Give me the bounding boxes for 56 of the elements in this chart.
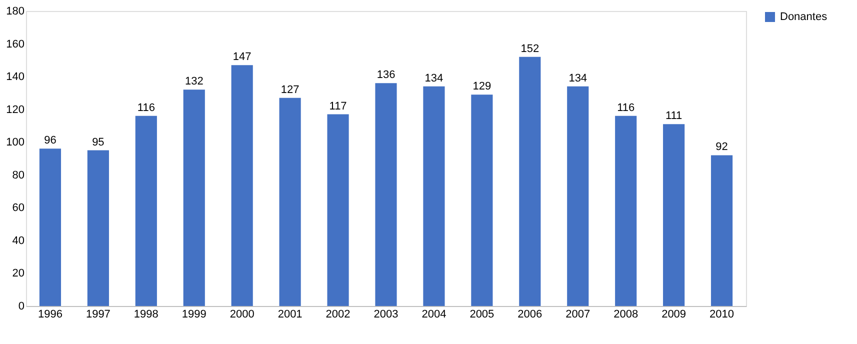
data-label: 116 xyxy=(617,102,635,114)
data-label: 92 xyxy=(716,141,728,154)
y-tick-label: 60 xyxy=(12,202,24,214)
y-tick-label: 40 xyxy=(12,234,24,247)
bar xyxy=(710,155,733,306)
legend-label: Donantes xyxy=(780,11,828,23)
data-label: 96 xyxy=(44,134,56,147)
bar xyxy=(135,116,157,306)
data-label: 129 xyxy=(472,80,492,93)
y-tick-label: 180 xyxy=(6,6,24,18)
x-tick-label: 2004 xyxy=(422,308,446,320)
x-tick-label: 1998 xyxy=(134,308,158,320)
bar xyxy=(567,86,589,306)
bar xyxy=(375,83,397,306)
y-tick-label: 80 xyxy=(12,169,24,182)
bar xyxy=(471,94,493,306)
y-tick-label: 20 xyxy=(12,268,24,280)
x-tick-label: 2006 xyxy=(518,308,542,320)
data-label: 117 xyxy=(329,100,347,112)
x-tick-label: 2002 xyxy=(326,308,350,320)
data-label: 116 xyxy=(137,102,155,114)
x-tick-label: 1996 xyxy=(38,308,62,320)
y-tick-label: 120 xyxy=(6,104,24,116)
y-tick-label: 160 xyxy=(6,38,24,50)
data-label: 134 xyxy=(568,72,588,84)
data-label: 95 xyxy=(92,136,104,148)
x-tick-label: 2008 xyxy=(614,308,638,320)
x-tick-label: 1999 xyxy=(182,308,206,320)
x-tick-label: 2005 xyxy=(470,308,494,320)
x-tick-label: 2007 xyxy=(566,308,590,320)
y-tick-label: 100 xyxy=(6,136,24,149)
x-tick-label: 2010 xyxy=(710,308,734,320)
bar xyxy=(279,98,301,306)
x-tick-label: 1997 xyxy=(86,308,110,320)
bar xyxy=(327,114,349,306)
data-label: 111 xyxy=(665,110,682,122)
x-tick-label: 2001 xyxy=(278,308,302,320)
bar xyxy=(87,150,109,306)
bar xyxy=(231,65,253,306)
x-tick-label: 2000 xyxy=(230,308,254,320)
data-label: 132 xyxy=(184,76,204,88)
bar xyxy=(663,124,685,306)
data-label: 127 xyxy=(280,84,300,96)
data-label: 152 xyxy=(520,42,540,55)
y-tick-label: 140 xyxy=(6,71,24,84)
x-tick-label: 2003 xyxy=(374,308,398,320)
bar xyxy=(615,116,637,306)
data-label: 147 xyxy=(232,51,252,64)
y-tick-label: 0 xyxy=(18,300,24,312)
data-label: 134 xyxy=(424,72,444,84)
x-tick-label: 2009 xyxy=(662,308,686,320)
bar xyxy=(39,148,62,306)
bar xyxy=(519,56,541,306)
bar xyxy=(423,86,445,306)
bar xyxy=(183,90,205,306)
data-label: 136 xyxy=(376,69,396,82)
